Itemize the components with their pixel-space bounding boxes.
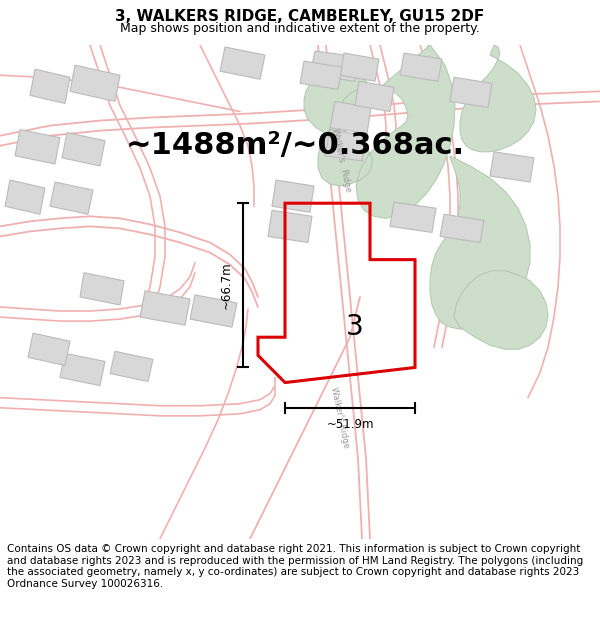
- Polygon shape: [110, 351, 153, 381]
- Text: Map shows position and indicative extent of the property.: Map shows position and indicative extent…: [120, 22, 480, 35]
- Polygon shape: [28, 333, 70, 366]
- Polygon shape: [50, 182, 93, 214]
- Polygon shape: [300, 61, 342, 89]
- Text: 3, WALKERS RIDGE, CAMBERLEY, GU15 2DF: 3, WALKERS RIDGE, CAMBERLEY, GU15 2DF: [115, 9, 485, 24]
- Polygon shape: [268, 210, 312, 242]
- Polygon shape: [190, 295, 237, 327]
- Polygon shape: [330, 101, 371, 134]
- Polygon shape: [325, 129, 366, 161]
- Polygon shape: [430, 156, 530, 329]
- Polygon shape: [460, 45, 536, 152]
- Polygon shape: [390, 202, 436, 232]
- Text: Walker's Ridge: Walker's Ridge: [329, 386, 351, 449]
- Polygon shape: [140, 291, 190, 325]
- Text: ~1488m²/~0.368ac.: ~1488m²/~0.368ac.: [125, 131, 464, 160]
- Polygon shape: [490, 152, 534, 182]
- Text: ~66.7m: ~66.7m: [220, 261, 233, 309]
- Polygon shape: [30, 69, 70, 104]
- Polygon shape: [70, 65, 120, 101]
- Polygon shape: [15, 129, 60, 164]
- Polygon shape: [272, 180, 314, 213]
- Polygon shape: [220, 47, 265, 79]
- Text: Ridge: Ridge: [338, 168, 352, 194]
- Polygon shape: [310, 51, 360, 81]
- Text: Walker's: Walker's: [330, 127, 346, 164]
- Text: Contains OS data © Crown copyright and database right 2021. This information is : Contains OS data © Crown copyright and d…: [7, 544, 583, 589]
- Polygon shape: [454, 271, 548, 349]
- Polygon shape: [450, 78, 492, 108]
- Text: ~51.9m: ~51.9m: [326, 418, 374, 431]
- Polygon shape: [62, 132, 105, 166]
- Polygon shape: [400, 53, 442, 81]
- Polygon shape: [340, 53, 379, 81]
- Polygon shape: [355, 81, 394, 111]
- Polygon shape: [440, 214, 484, 243]
- Polygon shape: [304, 45, 455, 218]
- Polygon shape: [5, 180, 45, 214]
- Polygon shape: [60, 353, 105, 386]
- Text: 3: 3: [346, 313, 364, 341]
- Polygon shape: [80, 272, 124, 305]
